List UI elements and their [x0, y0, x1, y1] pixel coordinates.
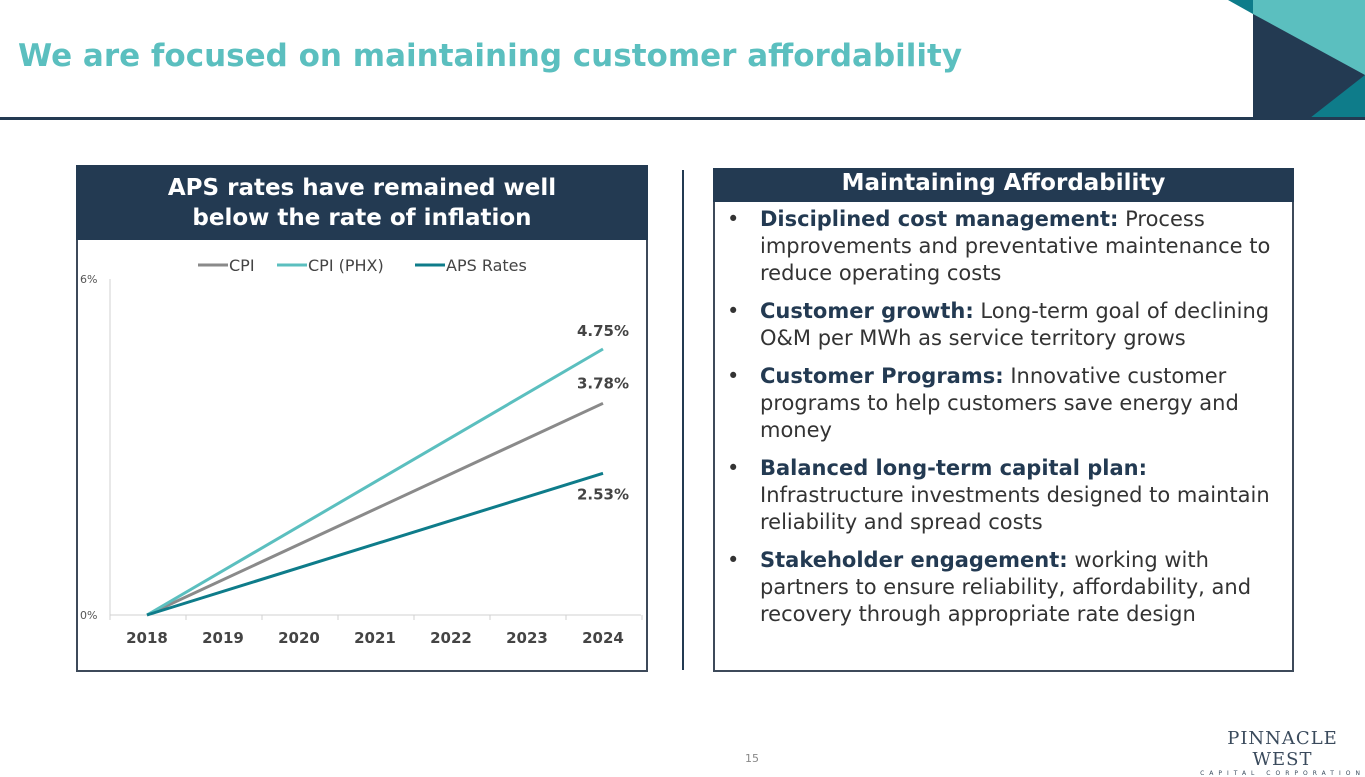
bullet-icon: • — [727, 207, 740, 231]
data-label: 3.78% — [577, 374, 629, 392]
bullet-text: Infrastructure investments designed to m… — [760, 483, 1270, 534]
bullet-item: • Stakeholder engagement: working with pa… — [727, 547, 1292, 628]
bullet-heading: Customer growth: — [760, 299, 974, 323]
data-label: 2.53% — [577, 485, 629, 503]
bullet-heading: Customer Programs: — [760, 364, 1004, 388]
chart-panel — [76, 200, 648, 672]
bullet-heading: Stakeholder engagement: — [760, 548, 1068, 572]
bullet-item: • Customer growth: Long-term goal of decl… — [727, 298, 1292, 352]
page-number: 15 — [745, 752, 759, 765]
bullet-item: • Balanced long-term capital plan: Infras… — [727, 455, 1292, 536]
bullet-item: • Customer Programs: Innovative customer … — [727, 363, 1292, 444]
bullet-heading: Balanced long-term capital plan: — [760, 456, 1148, 480]
decorative-corner-graphic — [1228, 0, 1365, 118]
bullet-text: Innovative customer programs to help cus… — [760, 364, 1239, 442]
affordability-list: • Disciplined cost management: Process im… — [727, 206, 1292, 639]
affordability-header: Maintaining Affordability — [713, 168, 1294, 202]
logo-sub: CAPITAL CORPORATION — [1200, 770, 1365, 777]
line-chart: 0% 6% 2018 2019 2020 2021 2022 2023 2024 CPI 3.78%… — [80, 256, 643, 647]
bullet-icon: • — [727, 299, 740, 323]
bullet-heading: Disciplined cost management: — [760, 207, 1119, 231]
bullet-item: • Disciplined cost management: Process im… — [727, 206, 1292, 287]
x-tick-label: 2022 — [430, 629, 472, 647]
legend-label: CPI (PHX) — [308, 256, 384, 275]
series-line-aps-rates — [146, 471, 604, 617]
bullet-text: Long-term goal of declining O&M per MWh … — [760, 299, 1270, 350]
x-tick-label: 2024 — [582, 629, 624, 647]
legend-label: CPI — [229, 256, 255, 275]
x-tick-label: 2021 — [354, 629, 396, 647]
bullet-icon: • — [727, 364, 740, 388]
x-tick-label: 2020 — [278, 629, 320, 647]
logo-name: PINNACLE WEST — [1227, 728, 1338, 770]
page-title: We are focused on maintaining customer a… — [18, 38, 963, 74]
bullet-icon: • — [727, 456, 740, 480]
x-tick-label: 2019 — [202, 629, 244, 647]
data-label: 4.75% — [577, 322, 629, 340]
affordability-panel — [713, 168, 1294, 672]
series-line-cpi — [146, 401, 604, 617]
bullet-text: working with partners to ensure reliabil… — [760, 548, 1252, 626]
x-tick-label: 2023 — [506, 629, 548, 647]
bullet-icon: • — [727, 548, 740, 572]
panel-divider — [682, 170, 684, 670]
series-line-cpi-phx- — [146, 347, 604, 617]
chart-panel-header: APS rates have remained well below the r… — [76, 165, 648, 240]
y-tick-label: 0% — [80, 609, 97, 622]
x-tick-label: 2018 — [126, 629, 168, 647]
legend-label: APS Rates — [446, 256, 527, 275]
company-logo: PINNACLE WEST CAPITAL CORPORATION — [1200, 728, 1365, 777]
y-tick-label: 6% — [80, 273, 97, 286]
bullet-text: Process improvements and preventative ma… — [760, 207, 1271, 285]
header-rule — [0, 117, 1365, 120]
